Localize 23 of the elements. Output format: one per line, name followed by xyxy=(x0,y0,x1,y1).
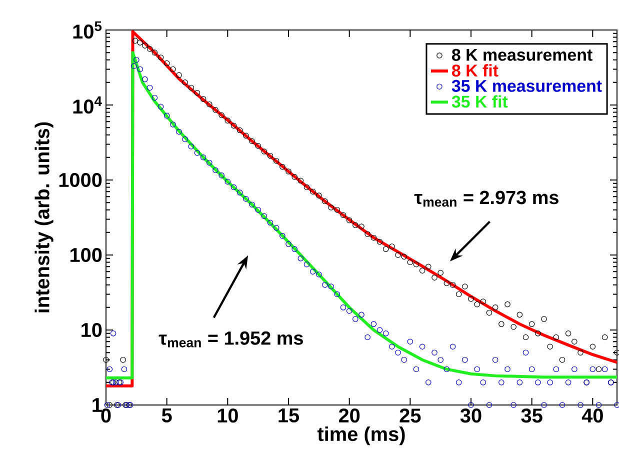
y-tick-label: 100 xyxy=(70,248,102,262)
legend-label: 8 K measurement xyxy=(452,48,592,61)
y-tick-label: 10 xyxy=(82,322,102,338)
x-tick-label: 15 xyxy=(278,408,300,422)
x-tick-label: 10 xyxy=(218,408,238,423)
legend-label: 35 K fit xyxy=(452,95,508,108)
x-tick-label: 0 xyxy=(101,408,111,423)
y-tick-label: 1000 xyxy=(59,172,102,188)
x-tick-label: 35 xyxy=(521,408,542,423)
x-axis-title: time (ms) xyxy=(317,426,405,446)
y-tick-label: 10$^{4}$ xyxy=(73,96,102,114)
y-axis-title: intensity (arb. units) xyxy=(34,122,54,312)
x-tick-label: 5 xyxy=(162,408,172,422)
legend-label: 35 K measurement xyxy=(452,80,602,92)
x-tick-label: 40 xyxy=(582,408,603,423)
x-tick-label: 20 xyxy=(338,408,360,423)
y-tick-label: 10$^{5}$ xyxy=(73,21,102,39)
annotation: τ$_{mean}$ = 1.952 ms xyxy=(158,331,303,348)
annotation: τ$_{mean}$ = 2.973 ms xyxy=(414,190,558,207)
x-tick-label: 30 xyxy=(460,408,482,423)
legend-label: 8 K fit xyxy=(452,64,498,77)
y-tick-label: 1 xyxy=(92,398,102,412)
x-tick-label: 25 xyxy=(400,408,421,423)
